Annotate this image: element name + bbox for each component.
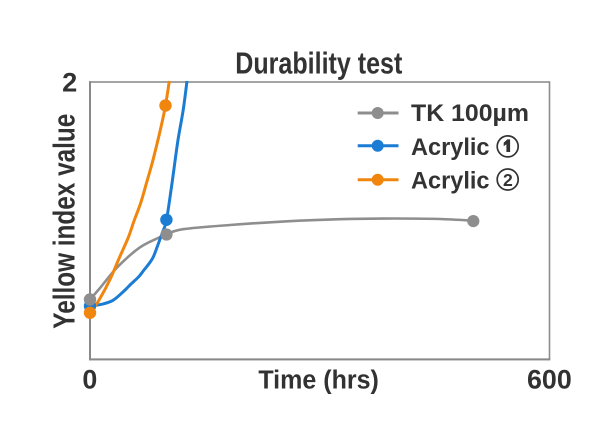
svg-text:Acrylic: Acrylic — [411, 167, 490, 194]
svg-text:2: 2 — [503, 170, 513, 190]
svg-text:Acrylic: Acrylic — [411, 134, 490, 161]
svg-text:Durability test: Durability test — [235, 46, 402, 80]
svg-text:Time (hrs): Time (hrs) — [258, 366, 379, 394]
svg-text:TK 100µm: TK 100µm — [411, 100, 529, 127]
svg-text:0: 0 — [82, 364, 97, 394]
svg-text:600: 600 — [527, 364, 572, 394]
svg-text:Yellow index value: Yellow index value — [47, 114, 81, 329]
svg-text:2: 2 — [62, 66, 77, 97]
